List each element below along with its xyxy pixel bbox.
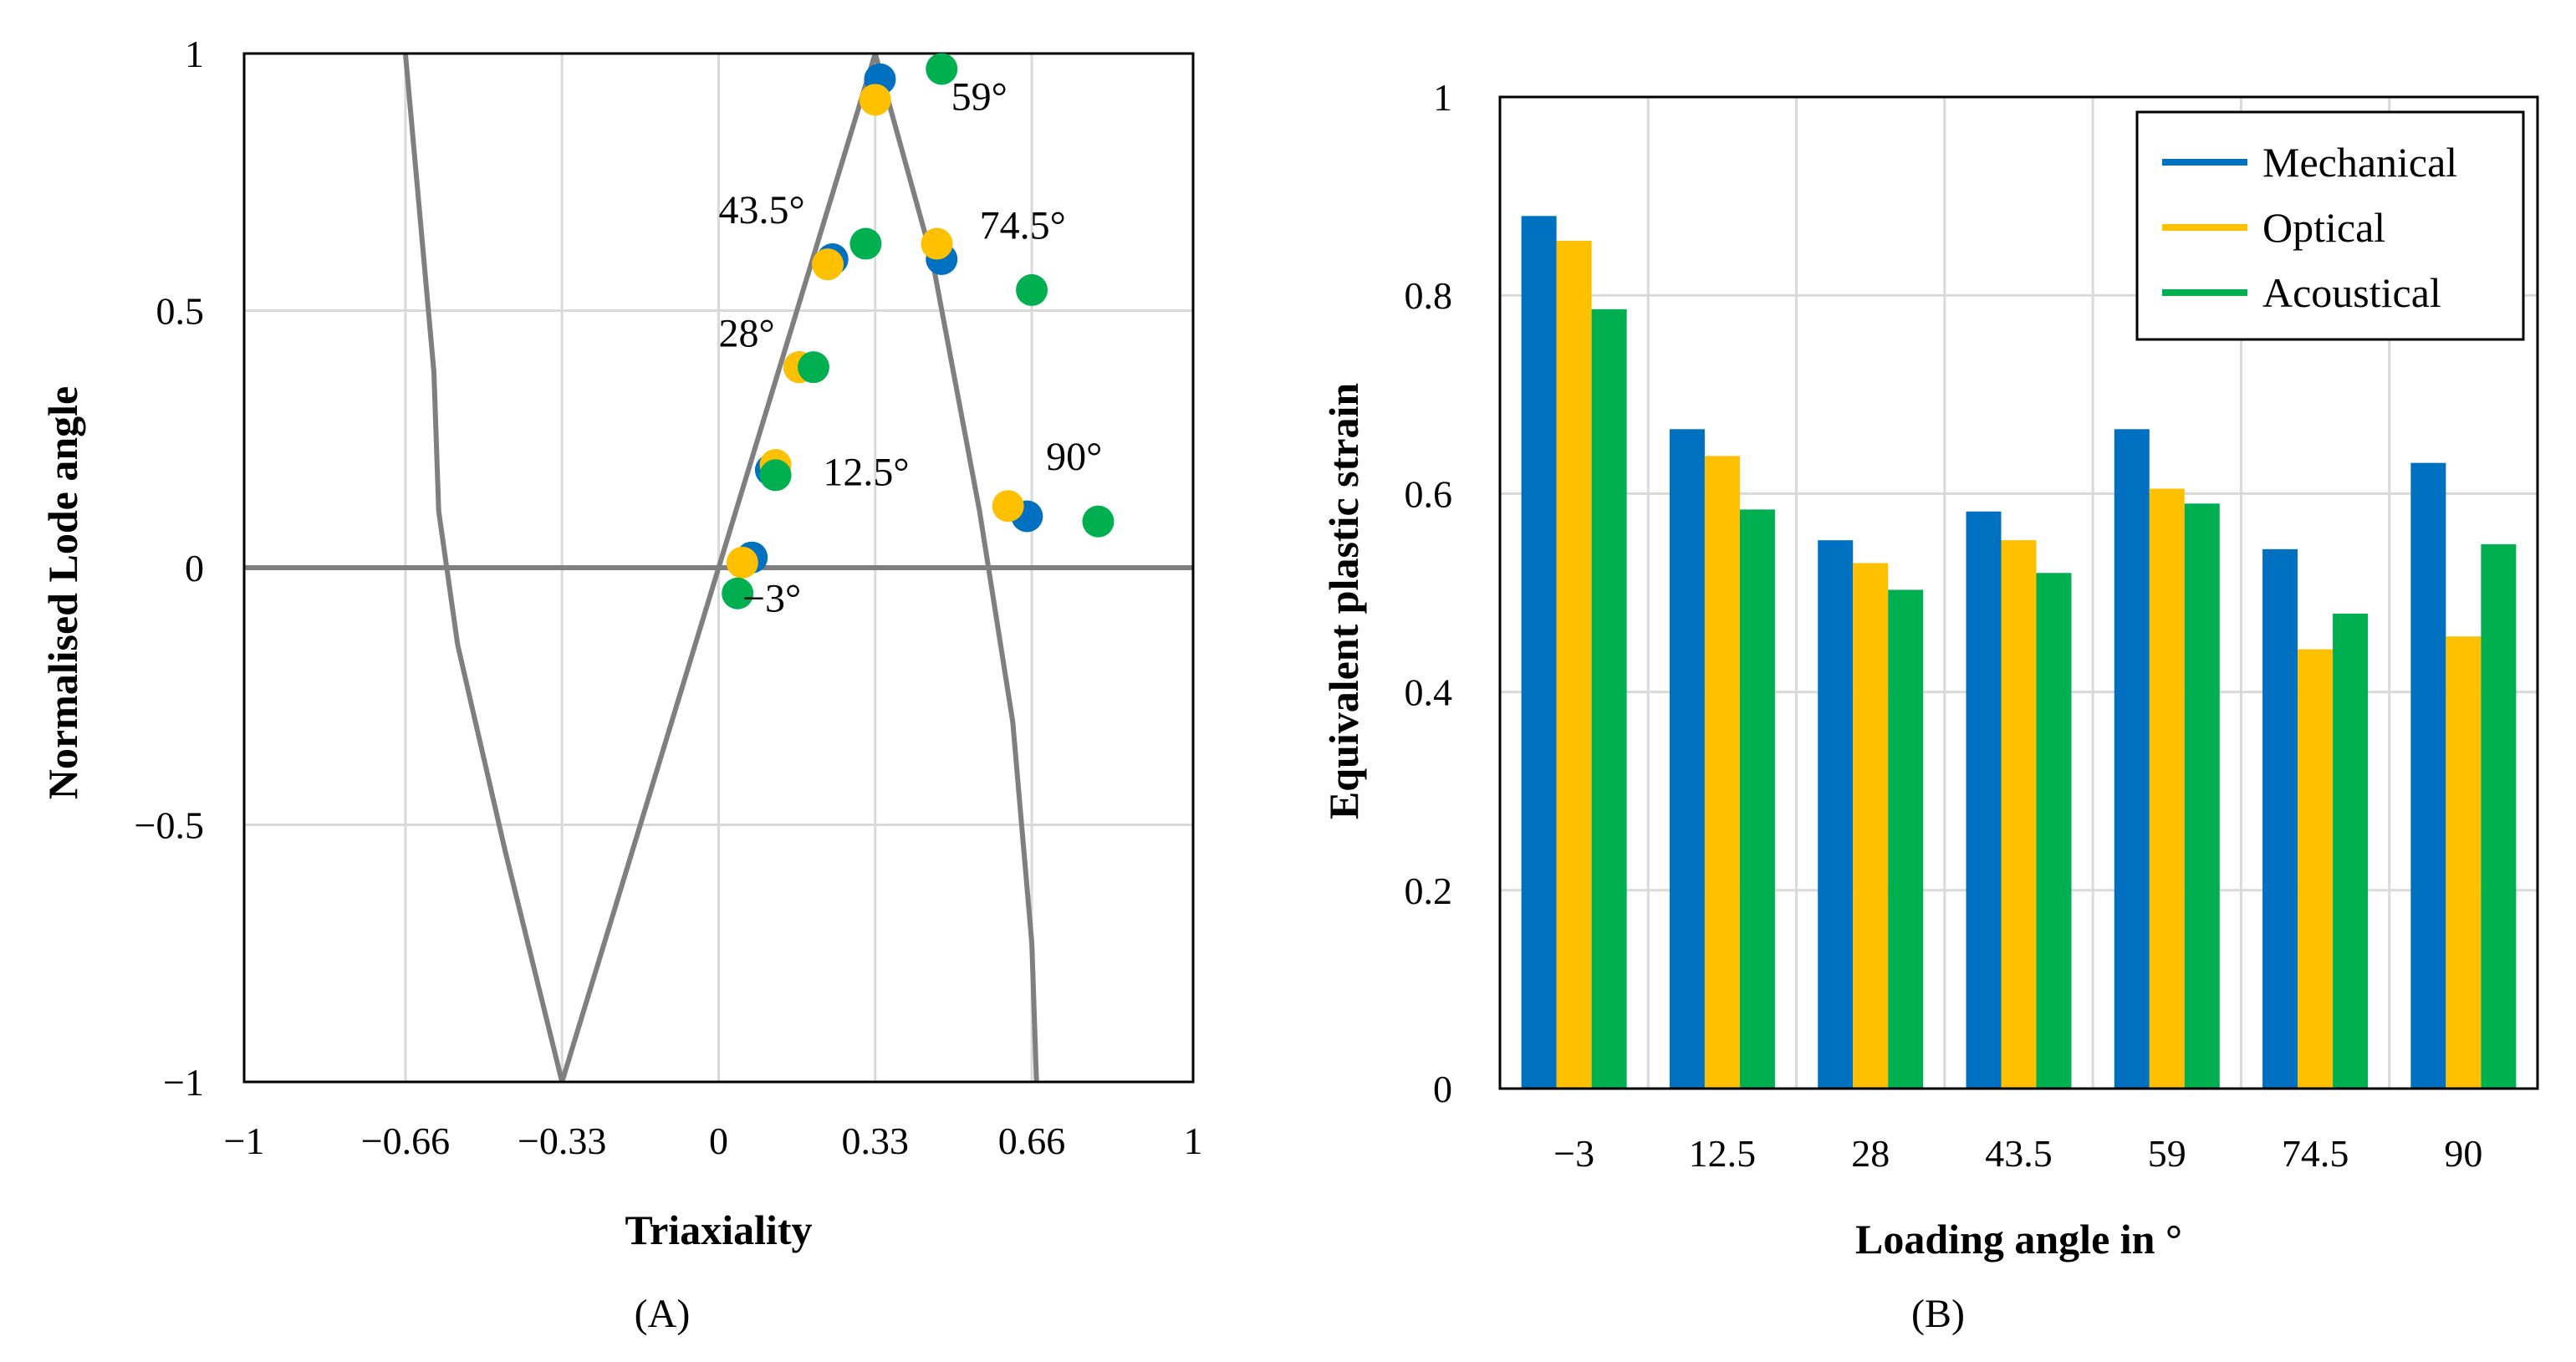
panel-a-data-points bbox=[722, 53, 1115, 610]
panel-a-x-tick-label: −1 bbox=[224, 1120, 265, 1162]
panel-a-plane-stress-right-curve bbox=[872, 53, 1039, 1083]
panel-a-point-acoustical bbox=[1082, 505, 1115, 538]
panel-a-point-acoustical bbox=[798, 351, 829, 384]
panel-a-x-tick-labels: −1 −0.66 −0.33 0 0.33 0.66 1 bbox=[224, 1120, 1203, 1162]
panel-a-angle-label: 74.5° bbox=[980, 203, 1066, 247]
panel-b-bars bbox=[1521, 216, 2517, 1089]
panel-b-x-tick-label: 43.5 bbox=[1985, 1132, 2053, 1175]
panel-b-y-axis-title: Equivalent plastic strain bbox=[1320, 383, 1367, 819]
panel-b-x-tick-label: 90 bbox=[2444, 1132, 2482, 1175]
panel-a-angle-label: 12.5° bbox=[823, 451, 909, 495]
panel-a-point-acoustical bbox=[849, 227, 882, 260]
panel-a-point-optical bbox=[812, 248, 844, 281]
panel-b-legend: Mechanical Optical Acoustical bbox=[2135, 110, 2525, 341]
panel-b-x-tick-labels: −3 12.5 28 43.5 59 74.5 90 bbox=[1553, 1132, 2482, 1175]
panel-b-bar-acoustical bbox=[2184, 503, 2220, 1089]
panel-a-y-axis-title: Normalised Lode angle bbox=[39, 386, 86, 799]
panel-b-bar-optical bbox=[2149, 488, 2185, 1089]
panel-b-bar-acoustical bbox=[2333, 613, 2369, 1089]
panel-a-label: (A) bbox=[635, 1292, 691, 1336]
panel-b-bar-acoustical bbox=[1591, 309, 1627, 1089]
panel-a-x-tick-label: 0.33 bbox=[842, 1120, 910, 1162]
panel-a-y-tick-label: −1 bbox=[163, 1061, 204, 1104]
panel-a-x-axis-title: Triaxiality bbox=[625, 1206, 812, 1253]
panel-a-angle-label: −3° bbox=[742, 576, 801, 620]
panel-a-plane-stress-center-curve bbox=[559, 53, 878, 1083]
panel-b-plot-frame bbox=[1498, 95, 2539, 1090]
panel-b-bar-acoustical bbox=[1739, 509, 1775, 1089]
panel-b-bar-acoustical bbox=[2036, 573, 2072, 1089]
panel-b-bar-optical bbox=[1556, 240, 1592, 1089]
panel-a-x-tick-label: 0.66 bbox=[998, 1120, 1066, 1162]
panel-b-label: (B) bbox=[1911, 1292, 1965, 1336]
panel-b-bar-optical bbox=[1704, 456, 1740, 1089]
panel-a-y-tick-label: 0 bbox=[185, 547, 204, 589]
panel-a-boundary-curves bbox=[244, 53, 1193, 1083]
panel-a-angle-label: 28° bbox=[719, 312, 775, 356]
panel-a-y-tick-label: −0.5 bbox=[135, 804, 204, 847]
panel-a-point-acoustical bbox=[1016, 273, 1048, 306]
panel-b-bar-mechanical bbox=[2262, 548, 2298, 1089]
panel-a-point-optical bbox=[859, 84, 891, 116]
panel-a-point-optical bbox=[921, 227, 953, 260]
panel-b-legend-label: Acoustical bbox=[2262, 269, 2441, 316]
panel-a-y-tick-label: 1 bbox=[185, 33, 204, 75]
panel-b-legend-label: Mechanical bbox=[2262, 139, 2457, 186]
panel-b-bar-mechanical bbox=[1966, 511, 2002, 1089]
panel-a-x-tick-label: 1 bbox=[1184, 1120, 1203, 1162]
panel-a-point-acoustical bbox=[759, 459, 792, 492]
panel-a-x-tick-label: −0.33 bbox=[518, 1120, 606, 1162]
panel-a-scatter-chart: −3° 12.5° 28° 43.5° 59° 74.5° 90° −1 −0.66 −0.33… bbox=[39, 33, 1203, 1336]
panel-b-bar-mechanical bbox=[1818, 540, 1854, 1089]
panel-b-bar-acoustical bbox=[2481, 543, 2517, 1089]
panel-a-point-acoustical bbox=[722, 577, 754, 610]
panel-b-legend-label: Optical bbox=[2262, 204, 2385, 251]
panel-a-point-optical bbox=[726, 546, 758, 579]
panel-b-bar-optical bbox=[2001, 540, 2037, 1089]
panel-b-bar-mechanical bbox=[2114, 429, 2150, 1089]
panel-b-x-tick-label: −3 bbox=[1553, 1132, 1594, 1175]
panel-b-bar-mechanical bbox=[1669, 429, 1705, 1089]
panel-a-x-tick-label: 0 bbox=[709, 1120, 728, 1162]
panel-a-point-acoustical bbox=[926, 53, 958, 85]
panel-b-bar-optical bbox=[2446, 636, 2482, 1089]
panel-b-bar-optical bbox=[1853, 563, 1889, 1089]
panel-a-plane-stress-left-curve bbox=[402, 53, 565, 1083]
panel-b-y-tick-labels: 0 0.2 0.4 0.6 0.8 1 bbox=[1405, 76, 1453, 1110]
panel-a-angle-label: 90° bbox=[1046, 435, 1102, 479]
panel-a-y-tick-label: 0.5 bbox=[156, 290, 205, 333]
panel-b-y-tick-label: 0.6 bbox=[1405, 472, 1453, 515]
panel-b-bar-chart: −3 12.5 28 43.5 59 74.5 90 0 0.2 0.4 0.6 0.8 1 Mech… bbox=[1320, 76, 2539, 1336]
panel-b-x-tick-label: 59 bbox=[2148, 1132, 2186, 1175]
panel-b-y-tick-label: 0.2 bbox=[1405, 870, 1453, 912]
panel-a-angle-annotations: −3° 12.5° 28° 43.5° 59° 74.5° 90° bbox=[719, 75, 1103, 621]
panel-b-x-tick-label: 28 bbox=[1851, 1132, 1890, 1175]
panel-a-plot-frame bbox=[242, 52, 1195, 1084]
panel-b-bar-mechanical bbox=[1521, 216, 1557, 1089]
panel-b-bar-acoustical bbox=[1888, 589, 1924, 1089]
panel-a-x-tick-label: −0.66 bbox=[361, 1120, 450, 1162]
panel-a-angle-label: 59° bbox=[951, 75, 1007, 120]
panel-b-y-tick-label: 0.8 bbox=[1405, 274, 1453, 317]
panel-b-y-tick-label: 0 bbox=[1433, 1068, 1452, 1110]
panel-b-bar-mechanical bbox=[2410, 462, 2446, 1089]
panel-b-y-tick-label: 0.4 bbox=[1405, 671, 1453, 714]
panel-b-x-axis-title: Loading angle in ° bbox=[1855, 1216, 2182, 1263]
panel-a-y-tick-labels: 1 0.5 0 −0.5 −1 bbox=[135, 33, 204, 1104]
panel-b-x-tick-label: 74.5 bbox=[2282, 1132, 2349, 1175]
panel-b-bar-optical bbox=[2298, 649, 2334, 1089]
panel-a-angle-label: 43.5° bbox=[719, 188, 805, 232]
panel-b-x-tick-label: 12.5 bbox=[1689, 1132, 1757, 1175]
panel-a-point-optical bbox=[992, 490, 1024, 523]
panel-b-y-tick-label: 1 bbox=[1433, 76, 1452, 119]
